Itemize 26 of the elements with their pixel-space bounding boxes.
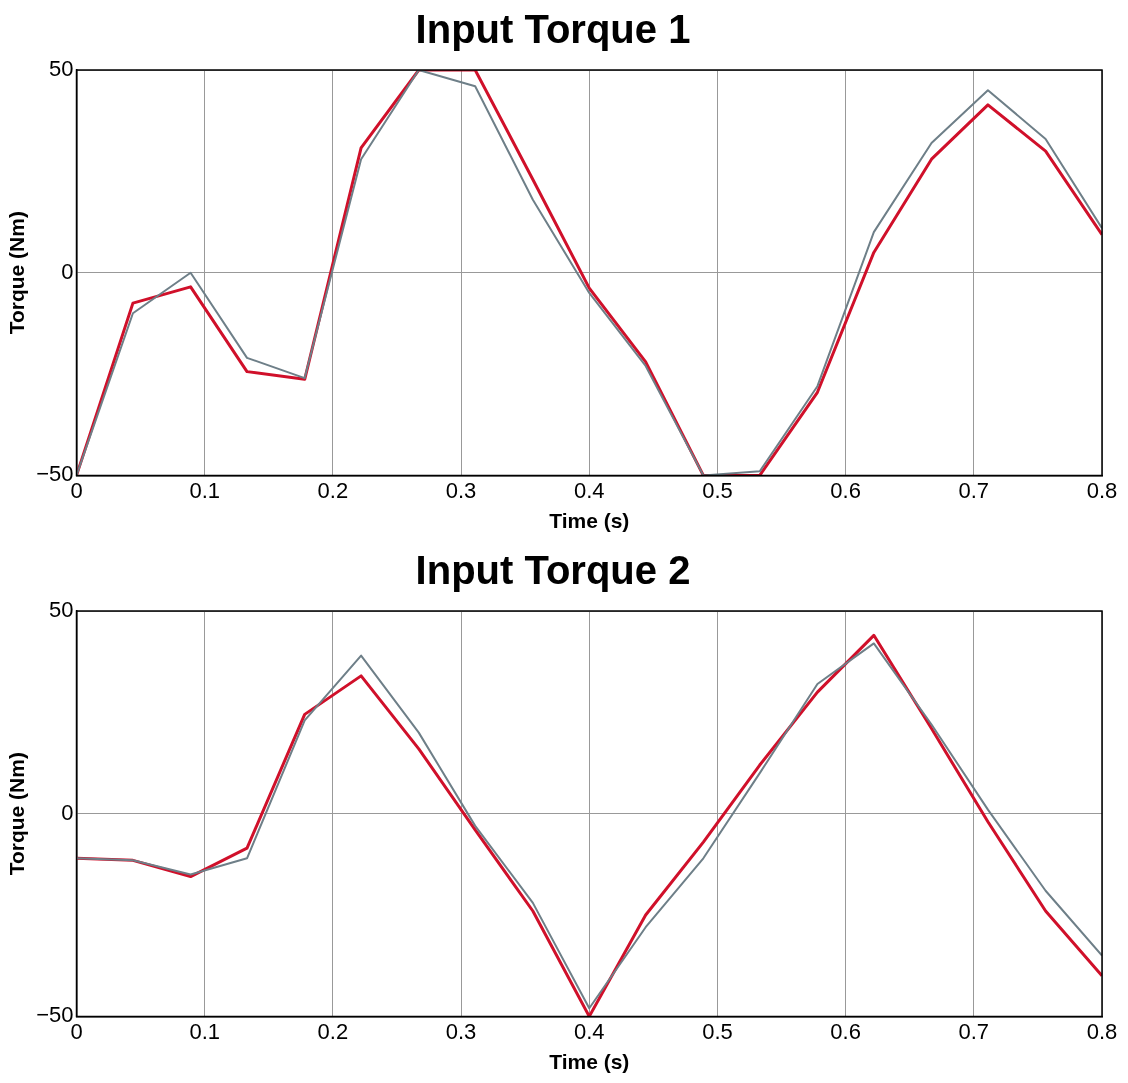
y-axis-title: Torque (Nm) xyxy=(5,752,29,876)
chart-title: Input Torque 2 xyxy=(415,548,691,593)
x-tick-label: 0.1 xyxy=(189,477,220,503)
x-tick-label: 0.8 xyxy=(1086,477,1118,503)
x-tick-label: 0.2 xyxy=(317,1018,349,1044)
x-tick-label: 0.2 xyxy=(317,477,349,503)
x-axis-title: Time (s) xyxy=(549,1050,630,1074)
x-axis-title: Time (s) xyxy=(549,509,630,533)
x-tick-label: 0.3 xyxy=(445,1018,477,1044)
y-tick-label: 50 xyxy=(49,597,74,623)
x-tick-label: 0.4 xyxy=(573,1018,605,1044)
y-tick-label: 0 xyxy=(61,258,74,284)
x-tick-label: 0.3 xyxy=(445,477,477,503)
x-tick-label: 0.5 xyxy=(702,477,733,503)
y-axis-title: Torque (Nm) xyxy=(5,211,29,335)
y-tick-label: 0 xyxy=(61,799,74,825)
y-tick-label: 50 xyxy=(49,56,74,82)
x-tick-label: 0.6 xyxy=(830,477,861,503)
chart-title: Input Torque 1 xyxy=(415,7,691,52)
x-tick-label: 0.5 xyxy=(702,1018,733,1044)
x-tick-label: 0.7 xyxy=(958,477,990,503)
x-tick-label: 0.8 xyxy=(1086,1018,1118,1044)
x-tick-label: 0.6 xyxy=(830,1018,861,1044)
x-tick-label: 0.7 xyxy=(958,1018,990,1044)
x-tick-label: 0.1 xyxy=(189,1018,220,1044)
x-tick-label: 0.4 xyxy=(573,477,605,503)
